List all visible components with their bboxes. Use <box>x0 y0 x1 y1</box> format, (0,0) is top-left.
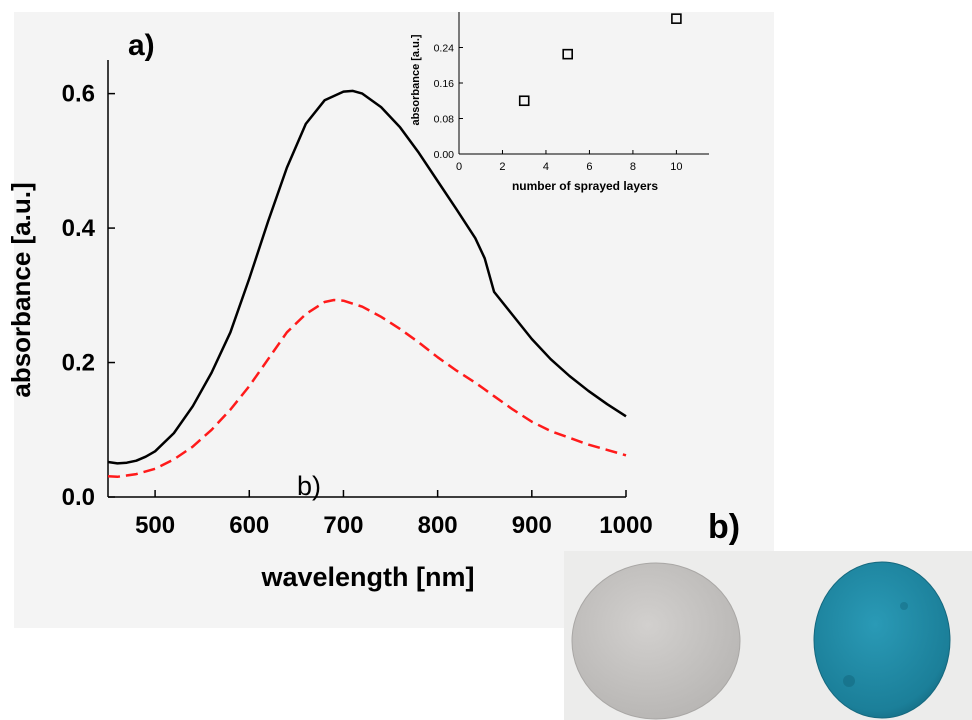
inset-y-tick-label: 0.24 <box>434 43 455 55</box>
inset-x-tick-label: 0 <box>456 161 462 173</box>
series-dashed-line <box>107 298 627 479</box>
panel-label-a: a) <box>128 29 155 62</box>
panel-label-b-photo: b) <box>708 508 740 546</box>
inset-data-point <box>562 48 573 60</box>
main-x-tick-label: 500 <box>135 512 175 539</box>
main-y-tick-label: 0.4 <box>62 215 96 242</box>
main-y-tick-label: 0.2 <box>62 350 95 377</box>
sample-photo-drawing <box>564 551 972 720</box>
inset-y-tick-label: 0.16 <box>434 78 455 90</box>
uncoated-disk <box>571 562 741 720</box>
inset-data-point <box>518 95 530 107</box>
main-x-tick-label: 900 <box>512 512 552 539</box>
main-y-tick-label: 0.6 <box>62 81 95 108</box>
inset-y-tick-label: 0.08 <box>434 114 455 126</box>
main-x-tick-label: 600 <box>229 512 269 539</box>
panel-label-b-inline: b) <box>297 471 321 501</box>
main-y-axis-title: absorbance [a.u.] <box>6 182 36 397</box>
coated-disk <box>813 561 951 719</box>
inset-x-tick-label: 4 <box>543 161 549 173</box>
inset-data-point <box>671 13 682 24</box>
chart-panel <box>14 12 774 628</box>
inset-x-axis-title: number of sprayed layers <box>512 179 658 193</box>
main-x-tick-label: 1000 <box>599 512 652 539</box>
inset-x-tick-label: 10 <box>670 161 682 173</box>
main-x-tick-label: 800 <box>418 512 458 539</box>
main-x-tick-label: 700 <box>323 512 363 539</box>
inset-y-tick-label: 0.00 <box>434 149 455 161</box>
inset-x-tick-label: 6 <box>586 161 592 173</box>
inset-x-tick-label: 2 <box>499 161 505 173</box>
main-x-axis-title: wavelength [nm] <box>260 562 474 592</box>
series-solid-line <box>107 89 627 465</box>
main-y-tick-label: 0.0 <box>62 484 95 511</box>
inset-x-tick-label: 8 <box>630 161 636 173</box>
inset-y-axis-title: absorbance [a.u.] <box>410 34 422 125</box>
sample-photo <box>564 551 972 720</box>
